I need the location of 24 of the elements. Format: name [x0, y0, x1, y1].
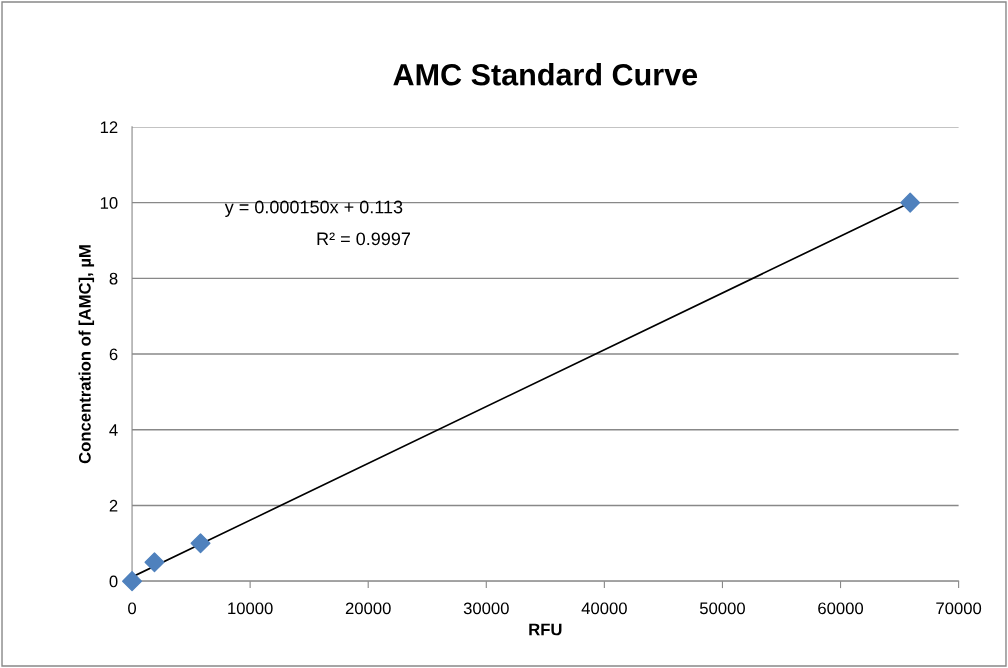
- x-tick-label: 30000: [463, 602, 509, 615]
- x-tick-label: 20000: [345, 602, 391, 615]
- chart-title: AMC Standard Curve: [393, 63, 698, 86]
- annotation: y = 0.000150x + 0.113: [224, 200, 403, 217]
- y-tick-label: 6: [109, 348, 118, 361]
- y-tick-label: 0: [109, 575, 118, 588]
- x-tick-label: 50000: [699, 602, 745, 615]
- x-tick-label: 70000: [936, 602, 982, 615]
- y-tick-label: 8: [109, 272, 118, 285]
- x-tick-label: 10000: [228, 602, 273, 615]
- point: [144, 552, 165, 573]
- y-axis-title: Concentration of [AMC], µM: [78, 245, 95, 464]
- x-tick-label: 40000: [581, 602, 627, 615]
- annotation: R² = 0.9997: [317, 232, 411, 246]
- x-tick-label: 0: [128, 602, 137, 615]
- point: [122, 571, 143, 592]
- y-tick-label: 2: [109, 499, 118, 512]
- y-tick-label: 12: [100, 121, 118, 133]
- point: [900, 192, 921, 213]
- point: [190, 533, 211, 554]
- x-tick-label: 60000: [818, 602, 864, 615]
- x-axis-title: RFU: [529, 623, 562, 636]
- y-tick-label: 10: [100, 197, 118, 209]
- y-tick-label: 4: [109, 424, 118, 436]
